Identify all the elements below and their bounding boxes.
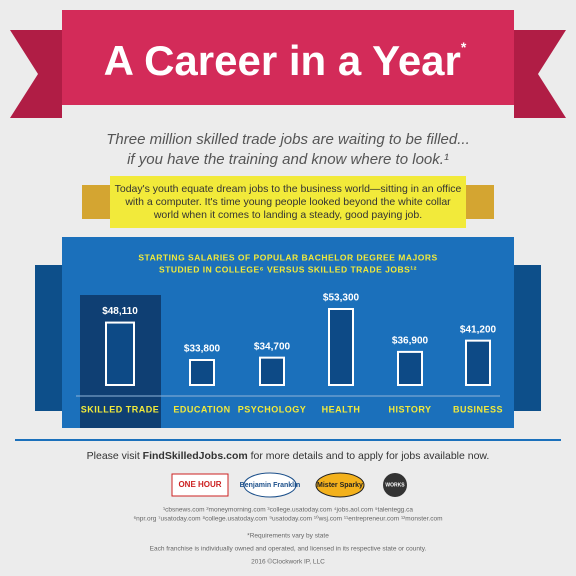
chart-title: STUDIED IN COLLEGE⁶ VERSUS SKILLED TRADE…	[159, 264, 417, 274]
ribbon-text: Today's youth equate dream jobs to the b…	[115, 183, 462, 195]
category-label: HISTORY	[388, 404, 431, 414]
subtitle: if you have the training and know where …	[127, 151, 449, 168]
chart-title: STARTING SALARIES OF POPULAR BACHELOR DE…	[138, 252, 437, 262]
banner	[62, 10, 514, 105]
logo-text: ONE HOUR	[178, 480, 221, 489]
panel-side	[35, 265, 65, 411]
title: A Career in a Year*	[104, 37, 467, 84]
visit-part: Please visit	[87, 450, 143, 462]
logo-text: WORKS	[385, 482, 405, 488]
subtitle: Three million skilled trade jobs are wai…	[106, 131, 470, 148]
value-label: $33,800	[184, 344, 221, 355]
bar	[465, 339, 491, 386]
logos	[171, 472, 407, 498]
bar	[189, 359, 215, 386]
value-label: $36,900	[392, 336, 429, 347]
bar	[328, 308, 354, 386]
value-label: $34,700	[254, 341, 291, 352]
logo	[171, 473, 229, 497]
category-label: EDUCATION	[173, 404, 230, 414]
sources: ⁶npr.org ⁷usatoday.com ⁸college.usatoday…	[133, 515, 442, 523]
visit-text: Please visit FindSkilledJobs.com for mor…	[87, 450, 490, 462]
bar	[259, 356, 285, 386]
value-label: $53,300	[323, 293, 360, 304]
logo	[383, 473, 407, 497]
value-label: $41,200	[460, 324, 497, 335]
category-label: SKILLED TRADE	[81, 404, 160, 414]
value-label: $48,110	[102, 306, 138, 317]
ribbon-text: world when it comes to landing a steady,…	[153, 209, 422, 221]
logo-text: Benjamin Franklin	[240, 482, 301, 489]
banner-tail	[514, 30, 566, 118]
ribbon-text: with a computer. It's time young people …	[124, 196, 451, 208]
panel-side	[511, 265, 541, 411]
ribbon	[110, 176, 466, 228]
category-label: HEALTH	[322, 404, 361, 414]
banner-tail	[10, 30, 62, 118]
note: 2016 ©Clockwork IP, LLC	[251, 558, 325, 566]
logo-text: Mister Sparky	[317, 482, 363, 489]
title-text: A Career in a Year	[104, 37, 461, 84]
note: *Requirements vary by state	[247, 533, 329, 540]
visit-part: for more details and to apply for jobs a…	[248, 450, 490, 462]
category-label: BUSINESS	[453, 404, 503, 414]
logo	[243, 472, 297, 498]
bar	[397, 350, 423, 386]
site-link: FindSkilledJobs.com	[143, 450, 248, 462]
category-label: PSYCHOLOGY	[238, 404, 307, 414]
sources: ¹cbsnews.com ²moneymorning.com ³college.…	[163, 507, 413, 514]
note: Each franchise is individually owned and…	[150, 546, 427, 553]
logo	[315, 472, 365, 498]
bar	[105, 321, 135, 387]
title-mark: *	[461, 39, 467, 55]
